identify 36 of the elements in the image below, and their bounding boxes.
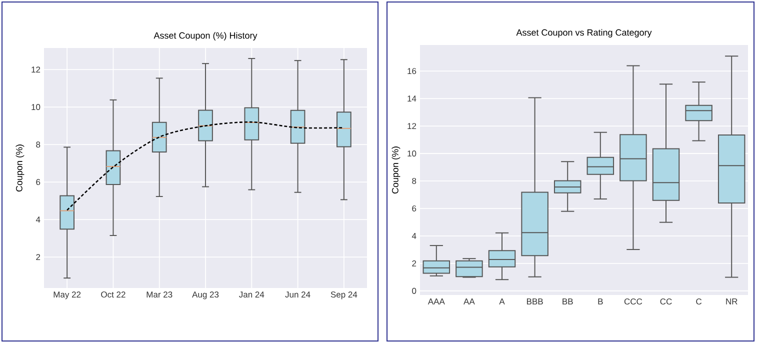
- chart-title: Asset Coupon vs Rating Category: [516, 29, 652, 38]
- x-tick-label: NR: [726, 298, 738, 304]
- x-tick-label: CC: [660, 298, 672, 305]
- x-tick-label: Jan 24: [239, 292, 264, 298]
- chart-title: Asset Coupon (%) History: [154, 32, 258, 40]
- x-tick-label: AA: [464, 298, 475, 304]
- y-tick-label: 12: [32, 66, 40, 73]
- x-tick-label: BB: [562, 298, 573, 304]
- y-tick-label: 10: [32, 104, 40, 110]
- x-tick-label: May 22: [54, 292, 81, 300]
- x-tick-label: Aug 23: [192, 292, 219, 300]
- y-tick-label: 8: [36, 142, 40, 148]
- y-tick-label: 6: [36, 179, 40, 186]
- y-tick-label: 2: [412, 260, 416, 266]
- y-tick-label: 4: [36, 216, 40, 222]
- y-tick-label: 6: [412, 205, 416, 212]
- x-tick-label: B: [598, 298, 603, 304]
- y-axis-title: Coupon (%): [392, 146, 400, 194]
- x-tick-label: Jun 24: [285, 292, 310, 298]
- x-tick-label: Mar 23: [146, 292, 172, 298]
- y-tick-label: 0: [412, 288, 416, 294]
- x-tick-label: Oct 22: [101, 292, 126, 298]
- x-tick-label: CCC: [624, 298, 642, 305]
- x-tick-label: C: [696, 298, 702, 305]
- y-axis-title: Coupon (%): [16, 144, 24, 192]
- x-tick-label: BBB: [526, 298, 543, 304]
- y-tick-label: 8: [412, 178, 416, 184]
- y-tick-label: 4: [412, 232, 416, 239]
- x-tick-label: A: [499, 298, 505, 304]
- y-tick-label: 10: [408, 150, 416, 157]
- y-tick-label: 2: [36, 254, 40, 260]
- x-tick-label: AAA: [428, 298, 445, 304]
- x-tick-label: Sep 24: [330, 292, 358, 300]
- y-tick-label: 12: [408, 123, 416, 129]
- y-tick-label: 16: [408, 68, 416, 74]
- y-tick-label: 14: [408, 96, 416, 102]
